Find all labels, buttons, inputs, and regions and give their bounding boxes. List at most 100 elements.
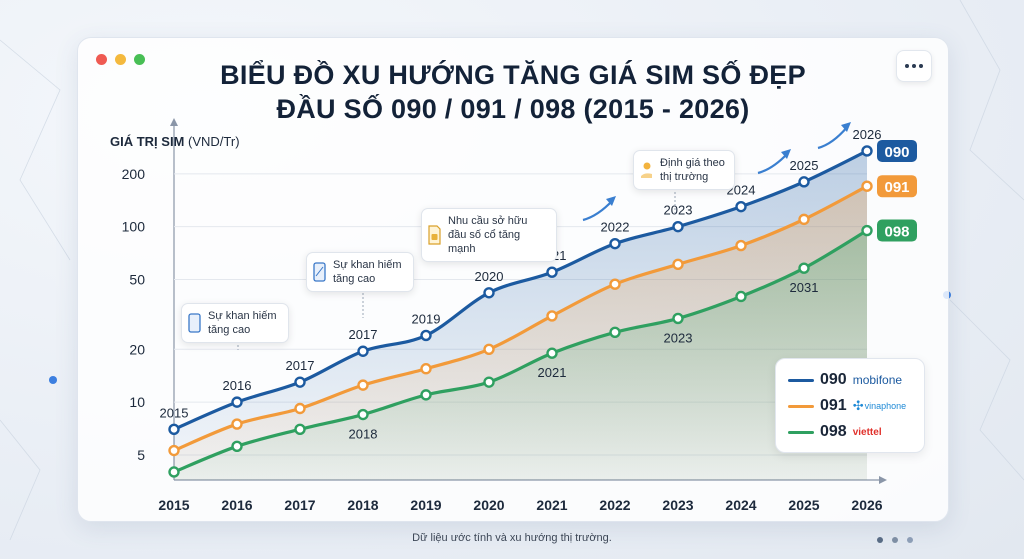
legend-brand-mobifone: mobifone (852, 373, 903, 387)
point-label: 2020 (475, 269, 504, 284)
point-label: 2023 (664, 330, 693, 345)
end-tag-box (877, 219, 917, 242)
annotation-2015: Sự khan hiếm tăng cao (181, 303, 289, 343)
annotation-2023: Định giá theo thị trường (633, 150, 735, 190)
y-axis-label-main: GIÁ TRỊ SIM (110, 134, 185, 149)
window-controls (96, 54, 145, 65)
data-point-090 (735, 200, 747, 213)
end-tag-098: 098 (877, 219, 917, 242)
data-point-098 (546, 347, 558, 359)
sim-card-icon (428, 225, 441, 245)
legend-swatch (788, 430, 814, 434)
end-tag-090: 090 (877, 139, 917, 162)
x-axis-arrow (879, 476, 887, 484)
legend-brand-vinaphone: vinaphone (864, 401, 907, 411)
legend-item-090: 090 mobifone (788, 370, 902, 390)
trend-arrow-icon (582, 199, 614, 222)
point-label: 2031 (790, 280, 819, 295)
x-tick-label: 2015 (158, 497, 189, 513)
y-axis-label-unit: (VND/Tr) (188, 134, 240, 149)
data-point-091 (609, 278, 621, 290)
end-tag-box (877, 139, 917, 162)
annotation-text: Nhu cầu sở hữu đầu số cổ tăng mạnh (448, 215, 528, 255)
data-point-098 (483, 376, 495, 388)
data-point-090 (231, 396, 243, 408)
chart-window: BIỂU ĐỒ XU HƯỚNG TĂNG GIÁ SIM SỐ ĐẸP ĐẦU… (77, 37, 949, 522)
x-tick-label: 2020 (473, 497, 504, 513)
data-point-098 (294, 423, 306, 436)
y-tick-label: 50 (129, 271, 145, 287)
more-options-button[interactable] (896, 50, 932, 82)
data-point-091 (735, 239, 747, 252)
more-dot (912, 64, 916, 68)
legend-brand-viettel: viettel (852, 426, 882, 438)
legend-code: 090 (820, 371, 847, 388)
data-point-090 (798, 176, 810, 188)
hand-coin-icon (641, 162, 652, 178)
point-label: 2023 (664, 203, 693, 218)
trend-arrowhead-icon (781, 149, 791, 159)
x-tick-label: 2018 (347, 497, 378, 513)
more-dot (919, 64, 923, 68)
maximize-dot-icon[interactable] (134, 54, 145, 65)
data-point-090 (420, 329, 432, 342)
data-point-090 (357, 345, 369, 357)
y-tick-label: 20 (129, 341, 145, 357)
data-point-091 (357, 379, 369, 391)
more-dots-icon (905, 64, 909, 68)
point-label: 2017 (349, 327, 378, 342)
data-point-098 (735, 290, 747, 303)
y-tick-label: 5 (137, 447, 145, 463)
x-tick-label: 2019 (410, 497, 441, 513)
x-tick-label: 2026 (851, 497, 882, 513)
x-tick-label: 2025 (788, 497, 819, 513)
point-label: 2016 (223, 378, 252, 393)
data-point-091 (168, 444, 180, 457)
x-tick-label: 2024 (725, 497, 756, 513)
x-tick-label: 2022 (599, 497, 630, 513)
end-tag-label: 090 (884, 144, 909, 161)
legend-swatch (788, 378, 814, 382)
series-line-091 (172, 184, 869, 453)
phone-icon (313, 262, 326, 282)
chart-title-line1: BIỂU ĐỒ XU HƯỚNG TĂNG GIÁ SIM SỐ ĐẸP (220, 60, 806, 90)
annotation-2017: Sự khan hiếm tăng cao (306, 252, 414, 292)
end-tag-label: 091 (884, 179, 909, 196)
point-label: 2025 (790, 158, 819, 173)
data-point-091 (546, 310, 558, 322)
point-label: 2026 (853, 127, 882, 142)
footer-note: Dữ liệu ước tính và xu hướng thị trường. (412, 532, 612, 544)
data-point-090 (483, 287, 495, 299)
legend-item-091: 091 ✣ vinaphone (788, 396, 906, 416)
data-point-098 (672, 312, 684, 325)
data-point-098 (861, 224, 873, 237)
data-point-090 (609, 237, 621, 250)
phone-icon (188, 313, 201, 333)
y-tick-label: 10 (129, 394, 145, 410)
point-label: 2021 (538, 365, 567, 380)
chart-title-line2: ĐẦU SỐ 090 / 091 / 098 (2015 - 2026) (276, 94, 750, 124)
close-dot-icon[interactable] (96, 54, 107, 65)
data-point-090 (294, 376, 306, 388)
minimize-dot-icon[interactable] (115, 54, 126, 65)
trend-arrow-icon (757, 152, 789, 175)
y-tick-label: 100 (122, 219, 146, 235)
y-axis-arrow (170, 118, 178, 126)
chart-title: BIỂU ĐỒ XU HƯỚNG TĂNG GIÁ SIM SỐ ĐẸP ĐẦU… (78, 58, 948, 126)
annotation-text: Định giá theo thị trường (660, 157, 725, 183)
data-point-091 (861, 180, 873, 192)
line-chart: 5 10 20 50 100 200 2015 2016 2017 2018 2019 2020 202… (122, 118, 917, 513)
point-label: 2017 (286, 358, 315, 373)
x-tick-label: 2023 (662, 497, 693, 513)
point-label: 2022 (601, 220, 630, 235)
data-point-098 (231, 440, 243, 453)
x-tick-label: 2017 (284, 497, 315, 513)
chart-legend: 090 mobifone 091 ✣ vinaphone 098 viettel (775, 358, 925, 453)
data-point-090 (672, 220, 684, 233)
annotation-text: Sự khan hiếm tăng cao (208, 310, 277, 336)
data-point-098 (798, 262, 810, 274)
point-label: 2018 (349, 427, 378, 442)
data-point-091 (420, 363, 432, 375)
point-label: 2015 (160, 405, 189, 420)
trend-arrowhead-icon (841, 122, 851, 132)
